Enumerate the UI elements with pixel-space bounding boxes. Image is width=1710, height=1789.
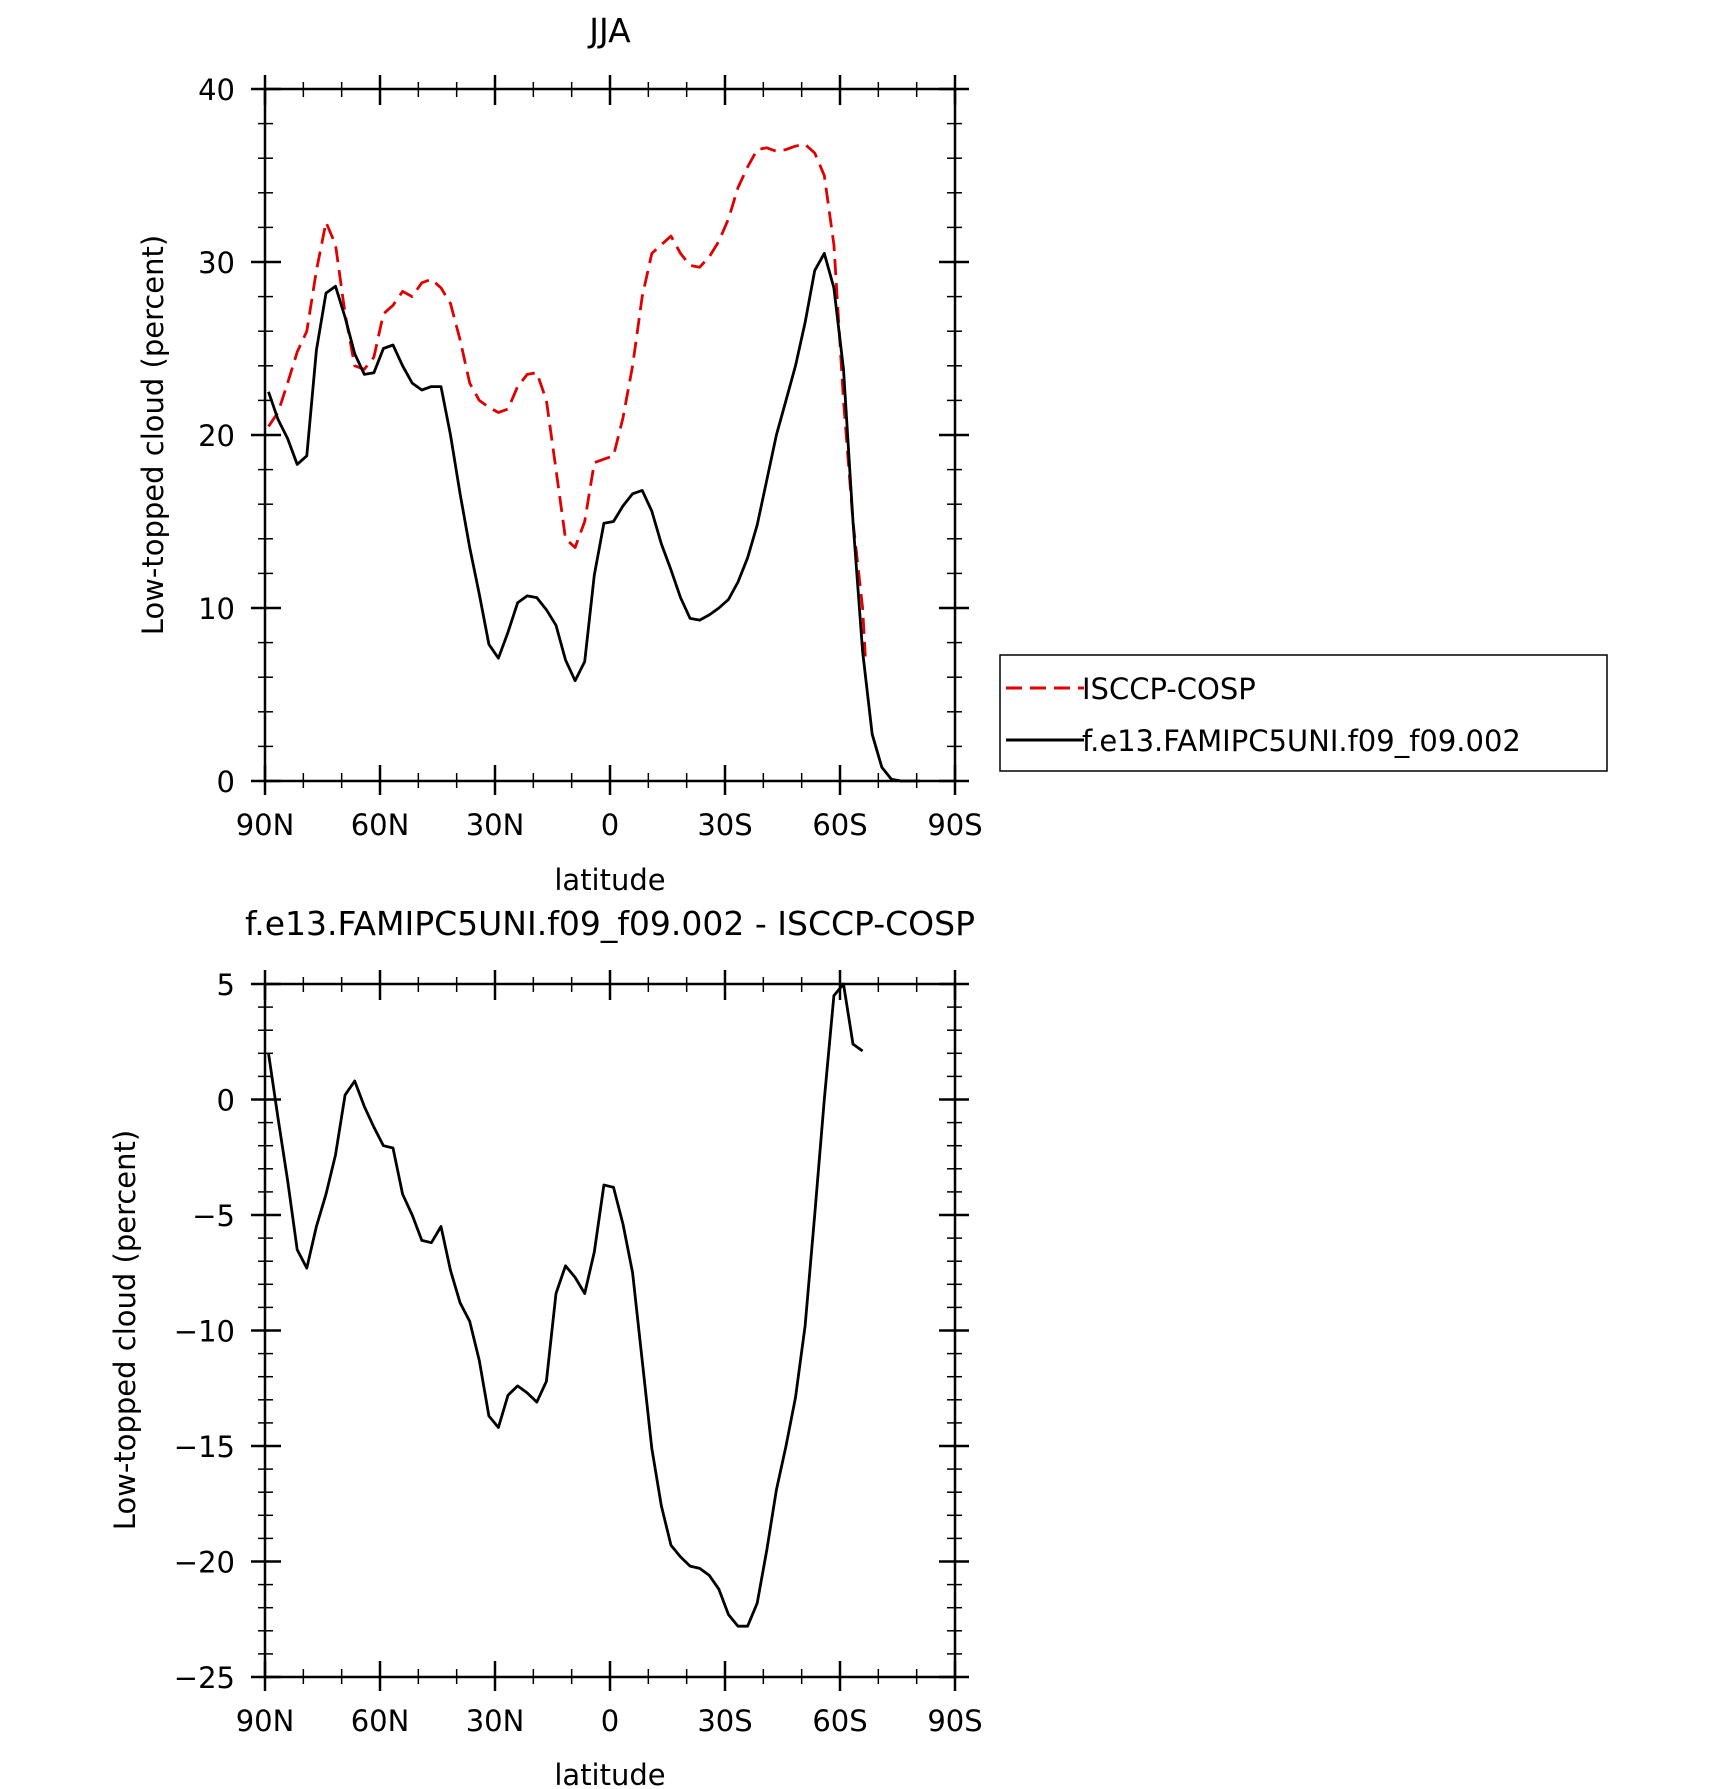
bottom-y-tick-labels: −25 −20 −15 −10 −5 0 5: [174, 968, 235, 1695]
x-tick-label: 30N: [466, 808, 525, 842]
bottom-x-axis-title: latitude: [554, 1758, 665, 1789]
isccp-cosp-series-line: [267, 142, 867, 657]
bottom-ticks: [251, 970, 969, 1691]
x-tick-label: 60S: [812, 1704, 867, 1738]
y-tick-label: −15: [174, 1430, 235, 1464]
y-tick-label: 30: [198, 246, 235, 280]
y-tick-label: 10: [198, 592, 235, 626]
x-tick-label: 90S: [927, 808, 982, 842]
bottom-chart-title: f.e13.FAMIPC5UNI.f09_f09.002 - ISCCP-COS…: [245, 904, 975, 943]
legend-label-isccp: ISCCP-COSP: [1082, 672, 1256, 706]
top-y-tick-labels: 0 10 20 30 40: [198, 73, 235, 799]
y-tick-label: 20: [198, 419, 235, 453]
y-tick-label: −5: [192, 1199, 235, 1233]
y-tick-label: 0: [217, 1084, 235, 1118]
bottom-y-axis-title: Low-topped cloud (percent): [108, 1130, 142, 1530]
y-tick-label: −10: [174, 1315, 235, 1349]
x-tick-label: 30S: [697, 808, 752, 842]
top-x-axis-title: latitude: [554, 863, 665, 897]
legend-label-model: f.e13.FAMIPC5UNI.f09_f09.002: [1082, 724, 1521, 758]
x-tick-label: 60S: [812, 808, 867, 842]
y-tick-label: 0: [217, 765, 235, 799]
bottom-panel: f.e13.FAMIPC5UNI.f09_f09.002 - ISCCP-COS…: [108, 904, 983, 1789]
y-tick-label: −20: [174, 1546, 235, 1580]
top-series: [267, 142, 921, 783]
x-tick-label: 60N: [351, 1704, 410, 1738]
y-tick-label: −25: [174, 1661, 235, 1695]
x-tick-label: 0: [601, 808, 619, 842]
x-tick-label: 60N: [351, 808, 410, 842]
y-tick-label: 40: [198, 73, 235, 107]
top-ticks: [251, 75, 969, 795]
top-plot-frame: [263, 87, 957, 783]
x-tick-label: 0: [601, 1704, 619, 1738]
difference-series-line: [267, 982, 864, 1628]
x-tick-label: 30N: [466, 1704, 525, 1738]
model-series-line: [267, 251, 921, 783]
bottom-x-tick-labels: 90N 60N 30N 0 30S 60S 90S: [236, 1704, 983, 1738]
top-x-tick-labels: 90N 60N 30N 0 30S 60S 90S: [236, 808, 983, 842]
legend: ISCCP-COSP f.e13.FAMIPC5UNI.f09_f09.002: [999, 654, 1608, 772]
y-tick-label: 5: [217, 968, 235, 1002]
bottom-plot-frame: [263, 982, 957, 1679]
bottom-series: [267, 982, 864, 1628]
x-tick-label: 90N: [236, 1704, 295, 1738]
top-chart-title: JJA: [587, 11, 631, 50]
x-tick-label: 90N: [236, 808, 295, 842]
top-panel: JJA 90N 60N 30N 0 30S 60S 90S 0 10 20 30 40 latitu…: [136, 11, 1608, 897]
x-tick-label: 30S: [697, 1704, 752, 1738]
x-tick-label: 90S: [927, 1704, 982, 1738]
legend-box: [999, 654, 1608, 772]
top-y-axis-title: Low-topped cloud (percent): [136, 235, 170, 635]
